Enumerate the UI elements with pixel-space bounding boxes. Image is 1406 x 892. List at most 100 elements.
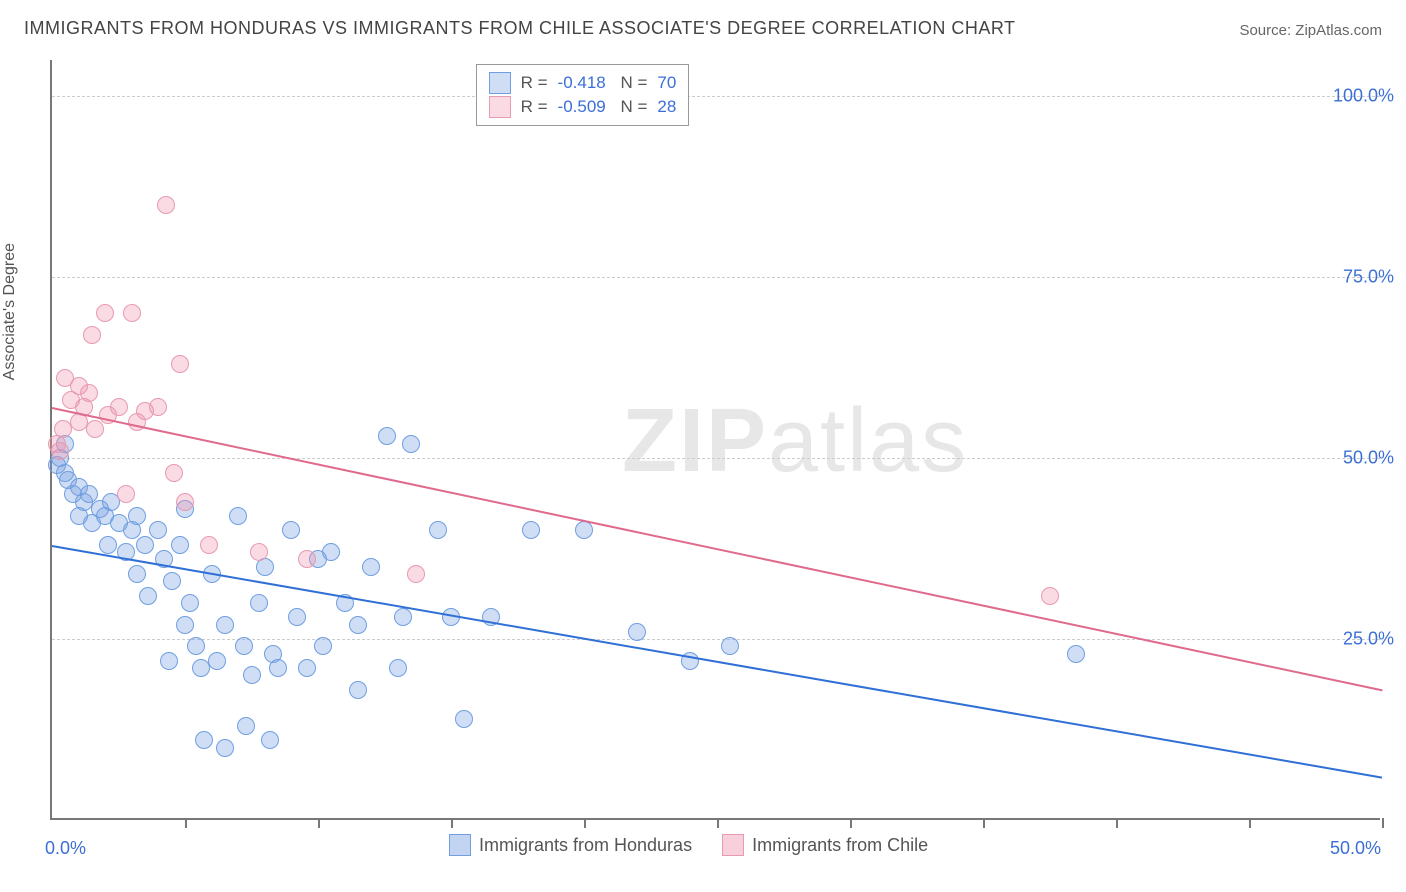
- data-point: [117, 485, 135, 503]
- data-point: [163, 572, 181, 590]
- data-point: [349, 681, 367, 699]
- data-point: [208, 652, 226, 670]
- legend-item: Immigrants from Honduras: [449, 834, 692, 856]
- x-tick: [1249, 818, 1251, 828]
- data-point: [1041, 587, 1059, 605]
- data-point: [110, 398, 128, 416]
- watermark: ZIPatlas: [622, 390, 968, 493]
- gridline-horizontal: [52, 277, 1380, 278]
- data-point: [181, 594, 199, 612]
- data-point: [402, 435, 420, 453]
- data-point: [157, 196, 175, 214]
- series-swatch-icon: [489, 72, 511, 94]
- data-point: [349, 616, 367, 634]
- data-point: [128, 507, 146, 525]
- data-point: [298, 550, 316, 568]
- correlation-row: R = -0.418 N = 70: [489, 71, 677, 95]
- data-point: [187, 637, 205, 655]
- data-point: [216, 739, 234, 757]
- data-point: [195, 731, 213, 749]
- y-axis-label: Associate's Degree: [1, 243, 19, 380]
- series-swatch-icon: [449, 834, 471, 856]
- data-point: [160, 652, 178, 670]
- correlation-row: R = -0.509 N = 28: [489, 95, 677, 119]
- trend-line: [52, 545, 1382, 779]
- data-point: [149, 521, 167, 539]
- data-point: [86, 420, 104, 438]
- data-point: [322, 543, 340, 561]
- stat-label: R =: [521, 95, 548, 119]
- data-point: [165, 464, 183, 482]
- data-point: [99, 536, 117, 554]
- stat-value: 70: [657, 71, 676, 95]
- stat-value: -0.418: [558, 71, 606, 95]
- data-point: [389, 659, 407, 677]
- data-point: [298, 659, 316, 677]
- data-point: [149, 398, 167, 416]
- data-point: [314, 637, 332, 655]
- data-point: [378, 427, 396, 445]
- data-point: [407, 565, 425, 583]
- x-tick: [850, 818, 852, 828]
- gridline-horizontal: [52, 639, 1380, 640]
- data-point: [628, 623, 646, 641]
- scatter-plot: ZIPatlas: [50, 60, 1380, 820]
- series-legend: Immigrants from Honduras Immigrants from…: [449, 834, 928, 856]
- gridline-horizontal: [52, 458, 1380, 459]
- data-point: [455, 710, 473, 728]
- watermark-bold: ZIP: [622, 391, 768, 491]
- gridline-horizontal: [52, 96, 1380, 97]
- chart-title: IMMIGRANTS FROM HONDURAS VS IMMIGRANTS F…: [24, 18, 1016, 39]
- source-label: Source: ZipAtlas.com: [1239, 22, 1382, 39]
- data-point: [394, 608, 412, 626]
- data-point: [575, 521, 593, 539]
- data-point: [362, 558, 380, 576]
- data-point: [721, 637, 739, 655]
- data-point: [235, 637, 253, 655]
- x-tick: [584, 818, 586, 828]
- data-point: [96, 304, 114, 322]
- data-point: [269, 659, 287, 677]
- stat-label: R =: [521, 71, 548, 95]
- stat-value: 28: [657, 95, 676, 119]
- legend-item: Immigrants from Chile: [722, 834, 928, 856]
- data-point: [288, 608, 306, 626]
- x-tick: [451, 818, 453, 828]
- data-point: [83, 326, 101, 344]
- data-point: [1067, 645, 1085, 663]
- data-point: [216, 616, 234, 634]
- data-point: [171, 355, 189, 373]
- series-swatch-icon: [722, 834, 744, 856]
- x-tick: [1382, 818, 1384, 828]
- data-point: [51, 442, 69, 460]
- x-tick: [717, 818, 719, 828]
- stat-value: -0.509: [558, 95, 606, 119]
- x-tick-label: 0.0%: [45, 838, 86, 859]
- legend-label: Immigrants from Honduras: [479, 835, 692, 856]
- x-tick: [185, 818, 187, 828]
- correlation-legend: R = -0.418 N = 70 R = -0.509 N = 28: [476, 64, 690, 126]
- data-point: [237, 717, 255, 735]
- series-swatch-icon: [489, 96, 511, 118]
- data-point: [123, 304, 141, 322]
- y-tick-label: 100.0%: [1333, 86, 1394, 107]
- data-point: [136, 536, 154, 554]
- data-point: [128, 565, 146, 583]
- data-point: [200, 536, 218, 554]
- data-point: [429, 521, 447, 539]
- y-tick-label: 50.0%: [1343, 448, 1394, 469]
- data-point: [80, 384, 98, 402]
- data-point: [522, 521, 540, 539]
- x-tick: [983, 818, 985, 828]
- data-point: [139, 587, 157, 605]
- data-point: [243, 666, 261, 684]
- stat-label: N =: [616, 71, 648, 95]
- y-tick-label: 75.0%: [1343, 267, 1394, 288]
- data-point: [282, 521, 300, 539]
- data-point: [176, 493, 194, 511]
- x-tick-label: 50.0%: [1330, 838, 1381, 859]
- y-tick-label: 25.0%: [1343, 629, 1394, 650]
- data-point: [171, 536, 189, 554]
- stat-label: N =: [616, 95, 648, 119]
- data-point: [250, 543, 268, 561]
